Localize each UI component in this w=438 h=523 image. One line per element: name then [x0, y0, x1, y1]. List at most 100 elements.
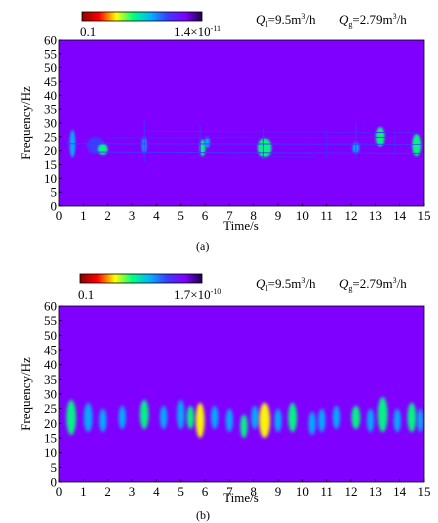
x-tick-label: 5: [177, 484, 184, 499]
x-tick-label: 10: [296, 484, 309, 499]
spectral-blob: [407, 402, 417, 433]
plot-a-background: [59, 40, 424, 206]
spectral-blob: [211, 405, 219, 430]
y-tick-label: 40: [44, 357, 57, 372]
y-tick-label: 15: [44, 431, 57, 446]
y-tick-label: 10: [44, 171, 57, 186]
spectral-blob: [332, 405, 341, 430]
x-tick-label: 3: [129, 208, 136, 223]
spectral-blob: [375, 127, 385, 147]
spectral-blob: [195, 402, 205, 438]
colorbar-b-min-label: 0.1: [78, 287, 94, 302]
x-tick-label: 12: [345, 208, 358, 223]
y-tick-label: 35: [44, 372, 57, 387]
spectral-blob: [66, 399, 77, 436]
x-tick-label: 14: [393, 484, 407, 499]
x-tick-label: 12: [345, 484, 358, 499]
x-tick-label: 15: [418, 484, 431, 499]
y-tick-label: 20: [44, 416, 57, 431]
y-tick-label: 25: [44, 401, 57, 416]
y-tick-label: 60: [44, 33, 57, 48]
x-tick-label: 8: [250, 484, 257, 499]
x-tick-label: 1: [80, 208, 87, 223]
y-tick-label: 10: [44, 445, 57, 460]
y-tick-label: 60: [44, 299, 57, 314]
x-tick-label: 6: [202, 484, 209, 499]
spectral-blob: [99, 408, 107, 433]
x-tick-label: 1: [80, 484, 87, 499]
ql-annotation-a: Ql=9.5m3/h: [256, 12, 316, 29]
colorbar-b-max-label: 1.7×10-10: [174, 287, 221, 302]
y-tick-label: 0: [51, 199, 58, 214]
y-tick-label: 15: [44, 157, 57, 172]
x-tick-label: 3: [129, 484, 136, 499]
x-ticks-b: 0 1 2 3 4 5 6 7 8 9 10 11 12 13 14 15: [56, 479, 431, 499]
y-tick-label: 40: [44, 88, 57, 103]
qg-annotation-a: Qg=2.79m3/h: [339, 12, 407, 29]
spectral-blob: [251, 405, 259, 430]
colorbar-a: [81, 11, 203, 22]
spectral-blob: [205, 136, 210, 148]
y-tick-label: 50: [44, 60, 57, 75]
y-tick-label: 5: [51, 460, 58, 475]
x-tick-label: 14: [393, 208, 407, 223]
spectral-blob: [240, 414, 248, 438]
x-tick-label: 15: [418, 208, 431, 223]
y-tick-label: 45: [44, 343, 57, 358]
y-axis-label-a: Frequency/Hz: [18, 86, 33, 160]
x-axis-label-a: Time/s: [223, 218, 259, 233]
x-tick-label: 9: [275, 208, 282, 223]
y-tick-label: 35: [44, 102, 57, 117]
colorbar-a-max-label: 1.4×10-11: [174, 24, 221, 39]
x-tick-label: 4: [153, 208, 160, 223]
panel-label-b: (b): [196, 508, 210, 522]
spectral-trace: [107, 136, 400, 139]
y-tick-label: 0: [51, 475, 58, 490]
spectral-blob: [318, 408, 326, 433]
x-tick-label: 13: [369, 484, 382, 499]
x-tick-label: 10: [296, 208, 309, 223]
y-tick-label: 50: [44, 328, 57, 343]
y-tick-label: 55: [44, 46, 57, 61]
y-tick-label: 5: [51, 185, 58, 200]
x-tick-label: 9: [275, 484, 282, 499]
x-tick-label: 11: [320, 208, 333, 223]
x-tick-label: 8: [250, 208, 257, 223]
spectral-blob: [351, 405, 361, 430]
spectral-blob: [274, 408, 282, 433]
colorbar-b: [79, 273, 203, 284]
plot-b-background: [59, 306, 424, 482]
y-tick-label: 30: [44, 387, 57, 402]
y-axis-label-b: Frequency/Hz: [18, 357, 33, 431]
spectral-blob: [159, 405, 168, 430]
spectral-trace: [66, 143, 422, 145]
spectral-blob: [225, 408, 233, 433]
spectral-blob: [83, 402, 93, 433]
spectral-blob: [412, 134, 422, 157]
y-tick-label: 20: [44, 143, 57, 158]
x-tick-label: 2: [104, 484, 111, 499]
y-tick-label: 55: [44, 313, 57, 328]
spectral-trace: [187, 156, 315, 159]
x-tick-label: 7: [226, 484, 233, 499]
x-tick-label: 13: [369, 208, 382, 223]
x-tick-label: 0: [56, 484, 63, 499]
spectral-blob: [139, 399, 149, 430]
y-tick-label: 30: [44, 116, 57, 131]
x-tick-label: 6: [202, 208, 209, 223]
panel-label-a: (a): [196, 239, 209, 253]
spectral-blob: [377, 396, 388, 433]
spectral-blob: [259, 402, 270, 438]
spectral-blob: [186, 405, 195, 430]
spectral-blob: [366, 408, 375, 433]
spectral-blob: [308, 411, 316, 436]
qg-annotation-b: Qg=2.79m3/h: [339, 276, 407, 293]
spectral-blob: [417, 408, 424, 433]
spectral-blob: [118, 405, 126, 430]
colorbar-a-min-label: 0.1: [80, 24, 96, 39]
ql-annotation-b: Ql=9.5m3/h: [256, 276, 316, 293]
spectral-blob: [177, 399, 185, 430]
y-tick-label: 45: [44, 74, 57, 89]
